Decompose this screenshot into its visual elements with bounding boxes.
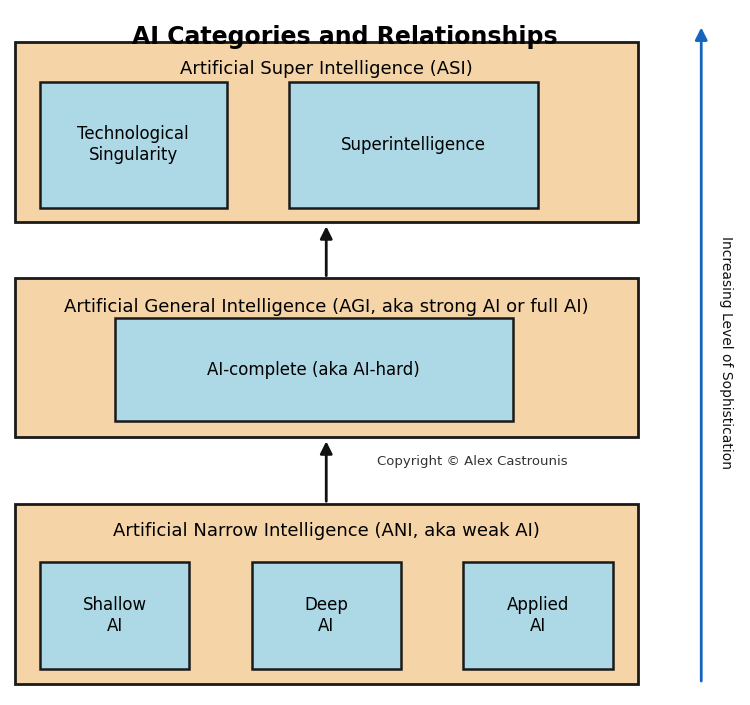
Text: Shallow
AI: Shallow AI: [82, 596, 147, 635]
Text: Artificial Narrow Intelligence (ANI, aka weak AI): Artificial Narrow Intelligence (ANI, aka…: [112, 522, 540, 540]
Bar: [15, 504, 638, 684]
Text: Copyright © Alex Castrounis: Copyright © Alex Castrounis: [377, 455, 568, 468]
Bar: [289, 82, 538, 208]
Text: Deep
AI: Deep AI: [304, 596, 348, 635]
Text: Superintelligence: Superintelligence: [341, 136, 486, 154]
Bar: [464, 562, 613, 670]
Text: Technological
Singularity: Technological Singularity: [77, 125, 189, 164]
Bar: [251, 562, 401, 670]
Text: AI-complete (aka AI-hard): AI-complete (aka AI-hard): [208, 361, 420, 379]
Text: Increasing Level of Sophistication: Increasing Level of Sophistication: [719, 236, 733, 469]
Text: Artificial Super Intelligence (ASI): Artificial Super Intelligence (ASI): [180, 60, 472, 78]
Bar: [40, 562, 189, 670]
Text: Applied
AI: Applied AI: [507, 596, 569, 635]
Bar: [40, 82, 226, 208]
Bar: [15, 278, 638, 437]
Text: AI Categories and Relationships: AI Categories and Relationships: [132, 25, 558, 49]
Bar: [15, 42, 638, 222]
Bar: [115, 318, 513, 421]
Text: Artificial General Intelligence (AGI, aka strong AI or full AI): Artificial General Intelligence (AGI, ak…: [64, 298, 589, 316]
